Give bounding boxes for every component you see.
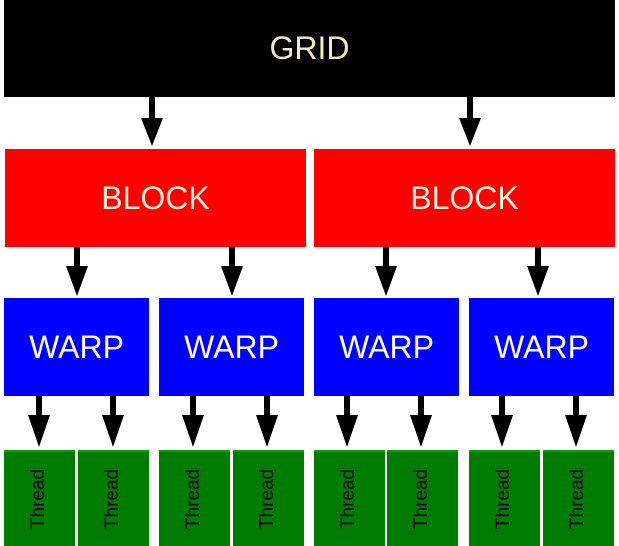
thread-box-5: Thread [314,450,385,546]
thread-box-1: Thread [4,450,75,546]
warp-label-3: WARP [339,328,434,365]
thread-label-3: Thread [183,468,205,530]
thread-label-4: Thread [257,468,279,530]
arrow-warp-2-to-thread-3 [182,396,204,447]
warp-box-4: WARP [469,298,614,396]
arrow-warp-1-to-thread-2 [102,396,124,447]
warp-label-1: WARP [29,328,124,365]
warp-box-1: WARP [4,298,149,396]
arrow-warp-1-to-thread-1 [28,396,50,447]
arrow-block-2-to-warp-3 [375,247,397,296]
thread-box-7: Thread [469,450,540,546]
warp-label-4: WARP [494,328,589,365]
arrow-warp-4-to-thread-7 [491,396,513,447]
arrow-grid-to-block-2 [459,97,481,146]
block-label-1: BLOCK [101,179,210,216]
thread-label-8: Thread [567,468,589,530]
arrow-warp-3-to-thread-6 [410,396,432,447]
thread-label-6: Thread [411,468,433,530]
block-box-2: BLOCK [314,149,615,247]
block-label-2: BLOCK [410,179,519,216]
thread-label-5: Thread [338,468,360,530]
thread-box-6: Thread [387,450,458,546]
grid-box: GRID [4,0,615,97]
arrow-grid-to-block-1 [141,97,163,146]
arrow-warp-4-to-thread-8 [565,396,587,447]
arrow-warp-3-to-thread-5 [336,396,358,447]
thread-box-8: Thread [543,450,614,546]
arrow-warp-2-to-thread-4 [256,396,278,447]
thread-box-3: Thread [159,450,230,546]
thread-label-2: Thread [102,468,124,530]
thread-box-4: Thread [233,450,304,546]
arrow-block-1-to-warp-2 [221,247,243,296]
block-box-1: BLOCK [5,149,306,247]
warp-label-2: WARP [184,328,279,365]
thread-label-1: Thread [28,468,50,530]
thread-box-2: Thread [78,450,149,546]
arrow-block-2-to-warp-4 [527,247,549,296]
grid-label: GRID [269,30,350,66]
warp-box-2: WARP [159,298,304,396]
thread-label-7: Thread [493,468,515,530]
warp-box-3: WARP [314,298,459,396]
arrow-block-1-to-warp-1 [66,247,88,296]
